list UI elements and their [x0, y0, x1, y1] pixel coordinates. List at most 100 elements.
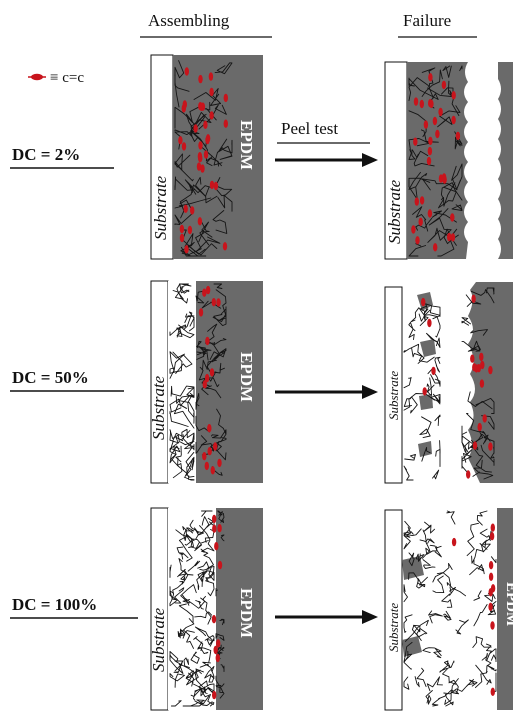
polymer-chain — [198, 680, 208, 694]
crosslink-mark — [217, 560, 223, 570]
polymer-chain — [444, 690, 460, 705]
polymer-chain — [195, 600, 204, 610]
polymer-chain — [190, 688, 214, 706]
polymer-chain — [195, 392, 200, 410]
polymer-chain — [174, 113, 207, 150]
crosslink-mark — [490, 584, 496, 593]
polymer-chain — [475, 664, 492, 685]
polymer-chain — [184, 451, 195, 477]
polymer-chain — [182, 594, 206, 609]
crosslink-mark — [471, 294, 476, 303]
header-assembling: Assembling — [148, 11, 230, 30]
polymer-chain — [179, 440, 195, 454]
polymer-chain — [470, 433, 488, 449]
polymer-chain — [214, 62, 233, 75]
polymer-chain — [213, 338, 227, 346]
polymer-chain — [403, 650, 413, 670]
polymer-chain — [215, 437, 227, 461]
polymer-chain — [178, 283, 192, 294]
polymer-chain — [182, 526, 195, 534]
polymer-chain — [183, 475, 195, 481]
crosslinks — [211, 514, 223, 700]
polymer-chain — [461, 452, 472, 467]
crosslink-mark — [202, 288, 207, 297]
substrate-label: Substrate — [151, 175, 170, 240]
crosslink-mark — [216, 639, 221, 648]
polymer-chain — [439, 660, 451, 673]
polymer-chain — [169, 351, 183, 374]
polymer-chain — [174, 106, 199, 129]
polymer-chain — [486, 664, 497, 672]
polymer-chain — [213, 314, 227, 327]
crosslink-mark — [182, 100, 187, 109]
polymer-chain — [170, 700, 182, 707]
polymer-chain — [474, 671, 488, 689]
polymer-chain — [200, 548, 214, 570]
crosslink-mark — [209, 111, 214, 120]
crosslinks — [421, 294, 493, 479]
polymer-chain — [194, 542, 203, 552]
polymer-chain — [403, 584, 408, 603]
polymer-chain — [473, 559, 485, 575]
polymer-chain — [442, 65, 452, 78]
polymer-chain — [184, 313, 195, 323]
crosslink-mark — [488, 572, 494, 581]
polymer-chain — [443, 678, 474, 695]
polymer-chain — [424, 309, 441, 338]
polymer-chain — [464, 441, 475, 452]
svg-text:DC = 50%: DC = 50% — [12, 368, 89, 387]
polymer-chain — [184, 699, 205, 707]
polymer-chain — [425, 545, 442, 555]
crosslink-mark — [198, 141, 203, 150]
polymer-chain — [205, 385, 222, 399]
polymer-chain — [470, 289, 495, 304]
polymer-chain — [175, 395, 193, 412]
crosslink-mark — [179, 233, 185, 243]
polymer-chain — [170, 385, 195, 397]
polymer-chain — [189, 519, 205, 536]
crosslink-mark — [480, 360, 485, 370]
crosslinks — [178, 67, 228, 254]
polymer-chain — [422, 559, 436, 569]
crosslink-mark — [427, 318, 432, 328]
epdm-detached-strip — [498, 62, 513, 259]
polymer-chain — [437, 105, 461, 128]
polymer-chain — [404, 453, 416, 461]
crosslink-mark — [213, 442, 218, 451]
crosslink-mark — [223, 93, 228, 103]
crosslink-mark — [433, 243, 438, 252]
legend-label: ≡ c=c — [50, 70, 84, 86]
polymer-chain — [180, 387, 195, 409]
polymer-chain — [203, 143, 219, 167]
epdm-label: EPDM — [503, 582, 519, 626]
residual-epdm-islands — [402, 556, 424, 657]
crosslink-mark — [447, 232, 452, 242]
polymer-chain — [480, 444, 495, 466]
crosslink-mark — [210, 466, 215, 475]
polymer-chain — [169, 430, 183, 443]
crosslink-mark — [427, 209, 433, 218]
polymer-chain — [205, 572, 215, 597]
polymer-chain — [443, 610, 452, 621]
crosslink-mark — [414, 197, 419, 206]
polymer-chain — [426, 383, 435, 393]
polymer-chain — [415, 553, 425, 562]
dc-label-2: DC = 2% — [10, 145, 114, 169]
polymer-chain — [431, 689, 455, 707]
crosslink-mark — [178, 136, 183, 145]
polymer-chain — [473, 590, 482, 601]
crosslink-mark — [421, 297, 426, 307]
crosslink-mark — [429, 99, 434, 109]
crosslink-mark — [222, 242, 228, 251]
polymer-chain — [202, 359, 217, 370]
substrate-label: Substrate — [149, 375, 168, 440]
polymer-chain — [204, 635, 215, 647]
polymer-chain — [455, 619, 469, 635]
polymer-chain — [208, 566, 215, 581]
polymer-chain — [215, 675, 225, 699]
polymer-chain — [432, 469, 440, 480]
crosslink-mark — [197, 217, 203, 226]
polymer-chain — [403, 393, 435, 411]
polymer-chain — [195, 435, 208, 454]
peel-test-label: Peel test — [281, 119, 338, 138]
